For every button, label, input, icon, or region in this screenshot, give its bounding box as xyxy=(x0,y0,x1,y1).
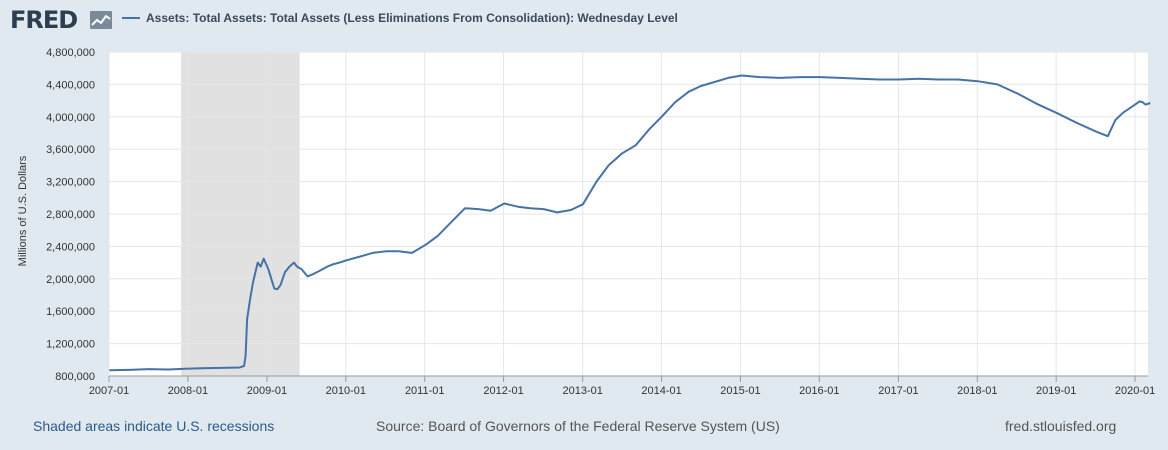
y-tick-label: 2,000,000 xyxy=(46,274,95,286)
chart-area: 800,000 1,200,000 1,600,000 2,000,000 2,400,… xyxy=(46,47,1155,397)
x-tick-label: 2009-01 xyxy=(247,385,287,397)
site-link[interactable]: fred.stlouisfed.org xyxy=(1005,418,1117,434)
x-tick-label: 2013-01 xyxy=(562,385,602,397)
legend-label: Assets: Total Assets: Total Assets (Less… xyxy=(146,11,678,25)
legend-swatch xyxy=(122,17,140,19)
legend: Assets: Total Assets: Total Assets (Less… xyxy=(122,11,678,25)
series-line xyxy=(109,74,1151,372)
y-tick-label: 4,800,000 xyxy=(46,47,95,59)
y-tick-label: 3,200,000 xyxy=(46,177,95,189)
y-tick-label: 2,400,000 xyxy=(46,241,95,253)
y-tick-label: 800,000 xyxy=(55,371,95,383)
y-tick-label: 4,000,000 xyxy=(46,112,95,124)
x-tick-label: 2012-01 xyxy=(483,385,523,397)
x-tick-label: 2016-01 xyxy=(799,385,839,397)
x-tick-label: 2011-01 xyxy=(405,385,445,397)
x-tick-label: 2010-01 xyxy=(326,385,366,397)
recession-note: Shaded areas indicate U.S. recessions xyxy=(33,418,275,434)
y-tick-label: 4,400,000 xyxy=(46,79,95,91)
x-tick-label: 2019-01 xyxy=(1036,385,1076,397)
x-tick-label: 2018-01 xyxy=(957,385,997,397)
x-tick-label: 2007-01 xyxy=(89,385,129,397)
y-tick-label: 3,600,000 xyxy=(46,144,95,156)
x-tick-label: 2014-01 xyxy=(641,385,681,397)
x-tick-label: 2015-01 xyxy=(720,385,760,397)
y-tick-label: 1,200,000 xyxy=(46,339,95,351)
chart-header: FRED Assets: Total Assets: Total Assets … xyxy=(0,0,1168,40)
x-tick-label: 2020-01 xyxy=(1115,385,1155,397)
x-tick-label: 2008-01 xyxy=(168,385,208,397)
y-tick-label: 1,600,000 xyxy=(46,306,95,318)
x-tick-label: 2017-01 xyxy=(878,385,918,397)
fred-logo[interactable]: FRED xyxy=(10,6,78,34)
source-note: Source: Board of Governors of the Federa… xyxy=(376,418,780,434)
y-tick-label: 2,800,000 xyxy=(46,209,95,221)
fred-chart-icon xyxy=(90,11,112,29)
